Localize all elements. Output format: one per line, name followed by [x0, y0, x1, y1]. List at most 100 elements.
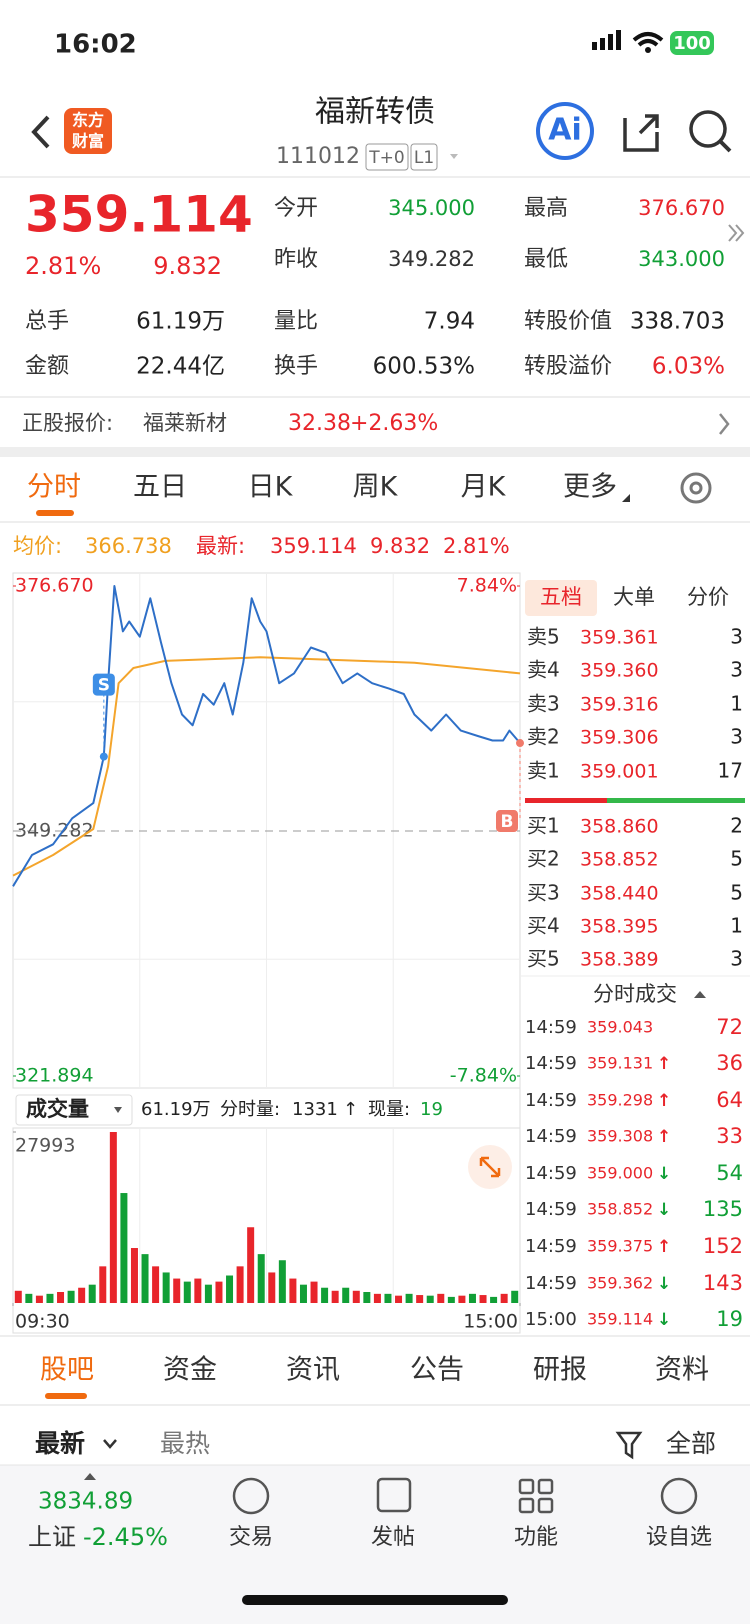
book-qty: 3 [730, 625, 743, 649]
trade-qty: 54 [716, 1161, 743, 1185]
share-button[interactable] [623, 114, 659, 152]
last-value: 359.114 [270, 534, 357, 558]
back-button[interactable] [31, 115, 50, 149]
volume-bar [141, 1254, 149, 1303]
settings-button[interactable] [680, 472, 712, 504]
stat-label: 量比 [274, 309, 318, 334]
volume-bar [99, 1266, 107, 1303]
volume-bar [373, 1293, 381, 1303]
trade-qty: 36 [716, 1051, 743, 1075]
book-label: 卖5 [527, 625, 560, 649]
book-label: 卖3 [527, 692, 560, 716]
trade-icon[interactable] [232, 1477, 270, 1515]
expand-arrow[interactable] [728, 224, 745, 242]
volume-bar [226, 1275, 234, 1303]
volume-bar [257, 1254, 265, 1303]
title: 福新转债 [315, 95, 435, 130]
search-handle [718, 139, 732, 153]
volume-bar [247, 1227, 255, 1303]
nav-item[interactable]: 发帖 [371, 1525, 415, 1550]
underlying-name[interactable]: 福莱新材 [143, 411, 227, 435]
stat-label: 金额 [25, 354, 69, 379]
marker-dot [99, 752, 108, 761]
post-icon[interactable] [376, 1477, 412, 1513]
book-price: 358.852 [580, 849, 659, 871]
volume-bar [321, 1287, 329, 1303]
nav-item[interactable]: 功能 [514, 1525, 558, 1550]
stat-label: 最高 [524, 196, 568, 221]
news-tab[interactable]: 股吧 [40, 1355, 94, 1386]
book-qty: 3 [730, 725, 743, 749]
function-icon[interactable] [518, 1478, 554, 1514]
volume-bar [447, 1296, 455, 1303]
volume-selector[interactable] [15, 1094, 133, 1126]
book-tab[interactable]: 分价 [687, 585, 729, 609]
logo-text: 财富 [71, 132, 104, 151]
trade-price: 359.131 [587, 1054, 653, 1073]
book-label: 买4 [527, 914, 560, 938]
book-price: 359.001 [580, 761, 659, 783]
trades-title[interactable]: 分时成交 [593, 982, 677, 1006]
stat-label: 总手 [25, 309, 69, 334]
stat-value: 22.44亿 [136, 354, 225, 380]
search-button[interactable] [689, 110, 727, 148]
last-change: 9.832 [370, 534, 430, 558]
volume-bar [78, 1287, 86, 1303]
marker-label: S [98, 676, 110, 696]
news-tab[interactable]: 资讯 [286, 1355, 340, 1386]
index-value[interactable]: 3834.89 [38, 1489, 133, 1515]
trade-time: 14:59 [525, 1126, 577, 1147]
y2-tick-label: -7.84% [450, 1065, 517, 1087]
index-name[interactable]: 上证 [28, 1523, 76, 1551]
news-tab[interactable]: 资料 [655, 1355, 709, 1386]
sort-caret [103, 1439, 117, 1449]
y2-tick-label: 7.84% [457, 575, 517, 597]
ai-button[interactable] [536, 102, 594, 160]
chart-tab[interactable]: 更多 [563, 472, 617, 503]
volume-bar [57, 1292, 65, 1303]
ai-label[interactable]: Ai [548, 113, 582, 148]
chart-tab[interactable]: 月K [461, 472, 507, 503]
trade-price: 359.375 [587, 1237, 653, 1256]
chart-tab[interactable]: 分时 [27, 472, 81, 503]
book-tab[interactable]: 五档 [540, 585, 582, 609]
stat-label: 今开 [274, 196, 318, 221]
stat-label: 换手 [274, 354, 318, 379]
book-tab[interactable]: 大单 [613, 585, 655, 609]
nav-item[interactable]: 交易 [229, 1525, 273, 1550]
filter-icon[interactable] [615, 1431, 643, 1460]
book-price: 359.306 [580, 727, 659, 749]
stat-value: 345.000 [388, 196, 475, 220]
trade-qty: 19 [716, 1307, 743, 1331]
volume-bar [130, 1248, 138, 1303]
chart-tab[interactable]: 周K [353, 472, 399, 503]
news-tab[interactable]: 资金 [163, 1355, 217, 1386]
last-pct: 2.81% [443, 534, 510, 558]
trade-time: 14:59 [525, 1090, 577, 1111]
news-tab[interactable]: 研报 [533, 1355, 587, 1386]
trade-time: 14:59 [525, 1236, 577, 1257]
trade-time: 14:59 [525, 1199, 577, 1220]
volume-bar [173, 1278, 181, 1303]
filter-hot[interactable]: 最热 [160, 1429, 210, 1458]
volume-bar [458, 1295, 466, 1303]
filter-latest[interactable]: 最新 [35, 1429, 85, 1458]
volume-bar [67, 1290, 75, 1303]
volume-selector-label[interactable]: 成交量 [26, 1097, 89, 1121]
underlying-arrow[interactable] [719, 413, 730, 435]
chart-tab[interactable]: 日K [248, 472, 294, 503]
chart-tab[interactable]: 五日 [133, 472, 187, 503]
index-change[interactable]: -2.45% [83, 1523, 168, 1551]
filter-all[interactable]: 全部 [666, 1429, 716, 1458]
watchlist-icon[interactable] [660, 1477, 698, 1515]
logo[interactable] [64, 108, 112, 154]
minute-volume: 1331 [292, 1099, 338, 1120]
book-label: 买5 [527, 947, 560, 971]
volume-bar [268, 1272, 276, 1303]
book-qty: 2 [730, 814, 743, 838]
book-price: 358.395 [580, 916, 659, 938]
volume-bar [352, 1290, 360, 1303]
news-tab[interactable]: 公告 [410, 1355, 464, 1386]
nav-item[interactable]: 设自选 [646, 1525, 712, 1550]
volume-bar [204, 1284, 212, 1303]
